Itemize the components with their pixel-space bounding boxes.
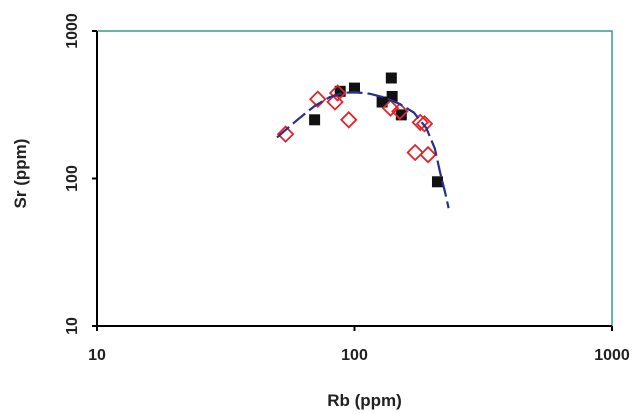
series-filled-square <box>309 72 443 188</box>
data-point-square <box>334 85 346 97</box>
data-point-diamond <box>415 114 434 133</box>
data-point-diamond <box>391 102 409 121</box>
y-tick-label: 100 <box>64 165 81 192</box>
data-point-diamond <box>406 143 424 162</box>
data-point-diamond <box>339 111 358 129</box>
data-point-diamond <box>326 93 344 111</box>
y-tick-label: 1000 <box>64 13 81 49</box>
data-point-square <box>309 114 321 126</box>
series-open-diamond <box>276 84 437 164</box>
series-curve <box>276 90 450 209</box>
data-point-diamond <box>411 113 430 132</box>
data-point-diamond <box>328 84 347 102</box>
data-point-diamond <box>276 125 295 143</box>
data-point-square <box>395 109 407 121</box>
data-point-diamond <box>419 145 437 164</box>
y-tick-label: 10 <box>64 317 81 335</box>
data-point-square <box>431 176 443 188</box>
series-layer <box>276 72 450 209</box>
data-point-square <box>385 72 397 84</box>
plot-frame <box>96 30 613 327</box>
x-tick-label: 10 <box>88 347 106 364</box>
x-tick-label: 1000 <box>594 347 630 364</box>
x-axis-title: Rb (ppm) <box>327 391 402 410</box>
data-point-diamond <box>308 90 327 108</box>
trend-curve <box>276 90 450 209</box>
data-point-square <box>376 96 388 108</box>
data-point-square <box>349 82 360 94</box>
data-point-square <box>386 90 398 102</box>
x-tick-label: 100 <box>341 347 368 364</box>
data-point-diamond <box>381 99 400 117</box>
y-axis-ticks: 10 100 1000 <box>64 13 97 335</box>
x-axis-ticks: 10 100 1000 <box>88 326 630 364</box>
y-axis-title: Sr (ppm) <box>11 139 30 209</box>
